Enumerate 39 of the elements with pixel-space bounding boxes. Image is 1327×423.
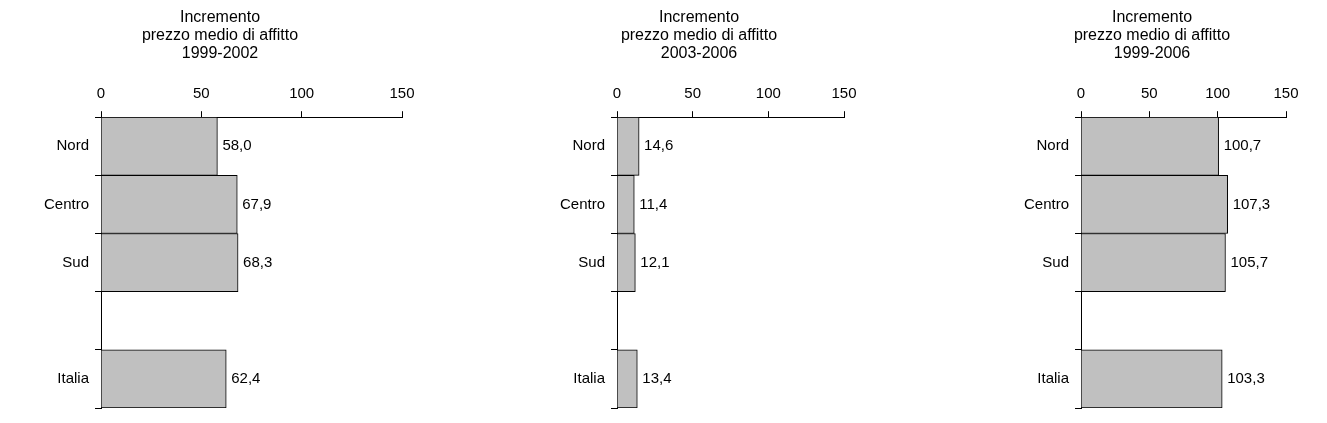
- x-tick-label: 0: [612, 84, 622, 102]
- data-label: 12,1: [640, 252, 670, 270]
- x-tick-label: 0: [96, 84, 106, 102]
- chart-title: Incremento prezzo medio di affitto 2003-2006: [620, 7, 778, 62]
- data-label: 62,4: [231, 369, 261, 387]
- y-tick-label: Sud: [578, 252, 606, 270]
- data-label: 67,9: [242, 194, 272, 212]
- y-tick-label: Sud: [1042, 252, 1070, 270]
- data-label: 13,4: [642, 369, 672, 387]
- y-tick-label: Nord: [572, 136, 606, 154]
- y-tick-label: Centro: [43, 194, 90, 212]
- y-tick-label: Italia: [57, 369, 90, 387]
- x-tick-label: 100: [755, 84, 781, 102]
- y-tick-label: Sud: [62, 252, 90, 270]
- y-tick-label: Centro: [559, 194, 606, 212]
- y-tick-label: Nord: [1036, 136, 1070, 154]
- x-tick-label: 50: [684, 84, 702, 102]
- x-tick-label: 50: [1141, 84, 1158, 102]
- y-tick-label: Nord: [56, 136, 90, 154]
- chart-title: Incremento prezzo medio di affitto 1999-2002: [141, 7, 299, 62]
- data-label: 14,6: [644, 136, 674, 154]
- data-label: 103,3: [1227, 369, 1265, 387]
- x-tick-label: 150: [831, 84, 857, 102]
- x-tick-label: 150: [1273, 84, 1299, 102]
- data-label: 107,3: [1232, 194, 1271, 212]
- y-tick-label: Italia: [1037, 369, 1070, 387]
- x-tick-label: 0: [1076, 84, 1086, 102]
- data-label: 11,4: [639, 194, 668, 212]
- y-tick-label: Italia: [573, 369, 606, 387]
- data-label: 105,7: [1230, 252, 1269, 270]
- data-label: 100,7: [1223, 136, 1262, 154]
- x-tick-label: 100: [1205, 84, 1231, 102]
- x-tick-label: 100: [289, 84, 315, 102]
- x-tick-label: 150: [389, 84, 415, 102]
- data-label: 58,0: [222, 136, 252, 154]
- y-tick-label: Centro: [1023, 194, 1070, 212]
- chart-title: Incremento prezzo medio di affitto 1999-2006: [1073, 7, 1231, 62]
- x-tick-label: 50: [193, 84, 210, 102]
- data-label: 68,3: [243, 252, 273, 270]
